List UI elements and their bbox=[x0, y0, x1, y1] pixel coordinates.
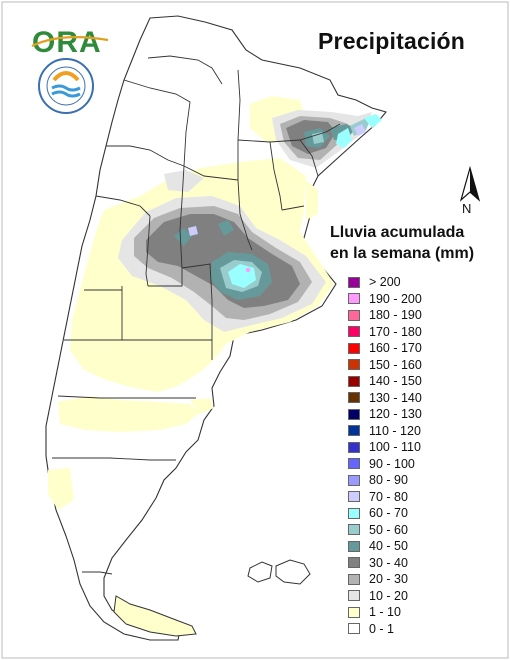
legend-label: 160 - 170 bbox=[369, 341, 422, 356]
legend-item: 40 - 50 bbox=[348, 538, 422, 555]
legend: > 200 190 - 200 180 - 190 170 - 180 160 - 17… bbox=[348, 274, 422, 637]
legend-label: 90 - 100 bbox=[369, 456, 415, 471]
north-arrow-icon bbox=[459, 166, 481, 202]
legend-swatch bbox=[348, 590, 360, 602]
legend-item: 180 - 190 bbox=[348, 307, 422, 324]
legend-label: 120 - 130 bbox=[369, 407, 422, 422]
legend-item: 1 - 10 bbox=[348, 604, 422, 621]
legend-swatch bbox=[348, 491, 360, 503]
legend-item: 160 - 170 bbox=[348, 340, 422, 357]
legend-swatch bbox=[348, 606, 360, 618]
tierra-del-fuego bbox=[113, 595, 197, 637]
legend-label: 80 - 90 bbox=[369, 473, 408, 488]
legend-label: 10 - 20 bbox=[369, 588, 408, 603]
smn-seal-icon bbox=[38, 58, 94, 114]
legend-swatch bbox=[348, 474, 360, 486]
legend-swatch bbox=[348, 458, 360, 470]
legend-swatch bbox=[348, 309, 360, 321]
legend-label: 100 - 110 bbox=[369, 440, 421, 455]
legend-label: 20 - 30 bbox=[369, 572, 408, 587]
map-title: Precipitación bbox=[318, 28, 466, 54]
legend-item: 10 - 20 bbox=[348, 588, 422, 605]
legend-item: 120 - 130 bbox=[348, 406, 422, 423]
legend-item: 50 - 60 bbox=[348, 522, 422, 539]
legend-title-line1: Lluvia acumulada bbox=[330, 224, 465, 241]
legend-item: 90 - 100 bbox=[348, 456, 422, 473]
legend-swatch bbox=[348, 441, 360, 453]
legend-item: 140 - 150 bbox=[348, 373, 422, 390]
legend-item: 0 - 1 bbox=[348, 621, 422, 638]
legend-item: 190 - 200 bbox=[348, 291, 422, 308]
legend-label: 170 - 180 bbox=[369, 324, 422, 339]
legend-label: 190 - 200 bbox=[369, 291, 422, 306]
legend-item: 170 - 180 bbox=[348, 324, 422, 341]
legend-item: 60 - 70 bbox=[348, 505, 422, 522]
legend-item: 70 - 80 bbox=[348, 489, 422, 506]
ora-swoosh-icon bbox=[31, 36, 109, 47]
legend-swatch bbox=[348, 623, 360, 635]
legend-label: 70 - 80 bbox=[369, 489, 408, 504]
legend-swatch bbox=[348, 342, 360, 354]
legend-swatch bbox=[348, 392, 360, 404]
province-borders bbox=[52, 55, 341, 575]
legend-label: 1 - 10 bbox=[369, 605, 401, 620]
legend-swatch bbox=[348, 507, 360, 519]
legend-label: 40 - 50 bbox=[369, 539, 408, 554]
legend-label: 150 - 160 bbox=[369, 357, 422, 372]
legend-item: 20 - 30 bbox=[348, 571, 422, 588]
legend-label: 30 - 40 bbox=[369, 555, 408, 570]
legend-label: 60 - 70 bbox=[369, 506, 408, 521]
legend-swatch bbox=[348, 425, 360, 437]
legend-label: 140 - 150 bbox=[369, 374, 422, 389]
legend-swatch bbox=[348, 540, 360, 552]
legend-swatch bbox=[348, 375, 360, 387]
legend-item: 150 - 160 bbox=[348, 357, 422, 374]
rain-zone-70-80 bbox=[188, 124, 366, 236]
legend-item: > 200 bbox=[348, 274, 422, 291]
legend-swatch bbox=[348, 326, 360, 338]
legend-label: 110 - 120 bbox=[369, 423, 421, 438]
legend-label: 130 - 140 bbox=[369, 390, 422, 405]
legend-swatch bbox=[348, 359, 360, 371]
legend-item: 130 - 140 bbox=[348, 390, 422, 407]
rain-zone-190-200 bbox=[245, 267, 251, 273]
legend-title-line2: en la semana (mm) bbox=[330, 245, 475, 262]
legend-item: 80 - 90 bbox=[348, 472, 422, 489]
legend-label: 180 - 190 bbox=[369, 308, 422, 323]
legend-swatch bbox=[348, 293, 360, 305]
legend-swatch bbox=[348, 557, 360, 569]
legend-label: 0 - 1 bbox=[369, 621, 395, 636]
legend-swatch bbox=[348, 573, 360, 585]
legend-title: Lluvia acumulada en la semana (mm) bbox=[330, 222, 474, 264]
legend-swatch bbox=[348, 524, 360, 536]
legend-item: 30 - 40 bbox=[348, 555, 422, 572]
malvinas-islands bbox=[247, 559, 311, 585]
legend-item: 100 - 110 bbox=[348, 439, 422, 456]
legend-label: > 200 bbox=[369, 275, 401, 290]
north-label: N bbox=[462, 201, 472, 216]
legend-label: 50 - 60 bbox=[369, 522, 408, 537]
legend-item: 110 - 120 bbox=[348, 423, 422, 440]
legend-swatch bbox=[348, 408, 360, 420]
legend-swatch bbox=[348, 276, 360, 288]
